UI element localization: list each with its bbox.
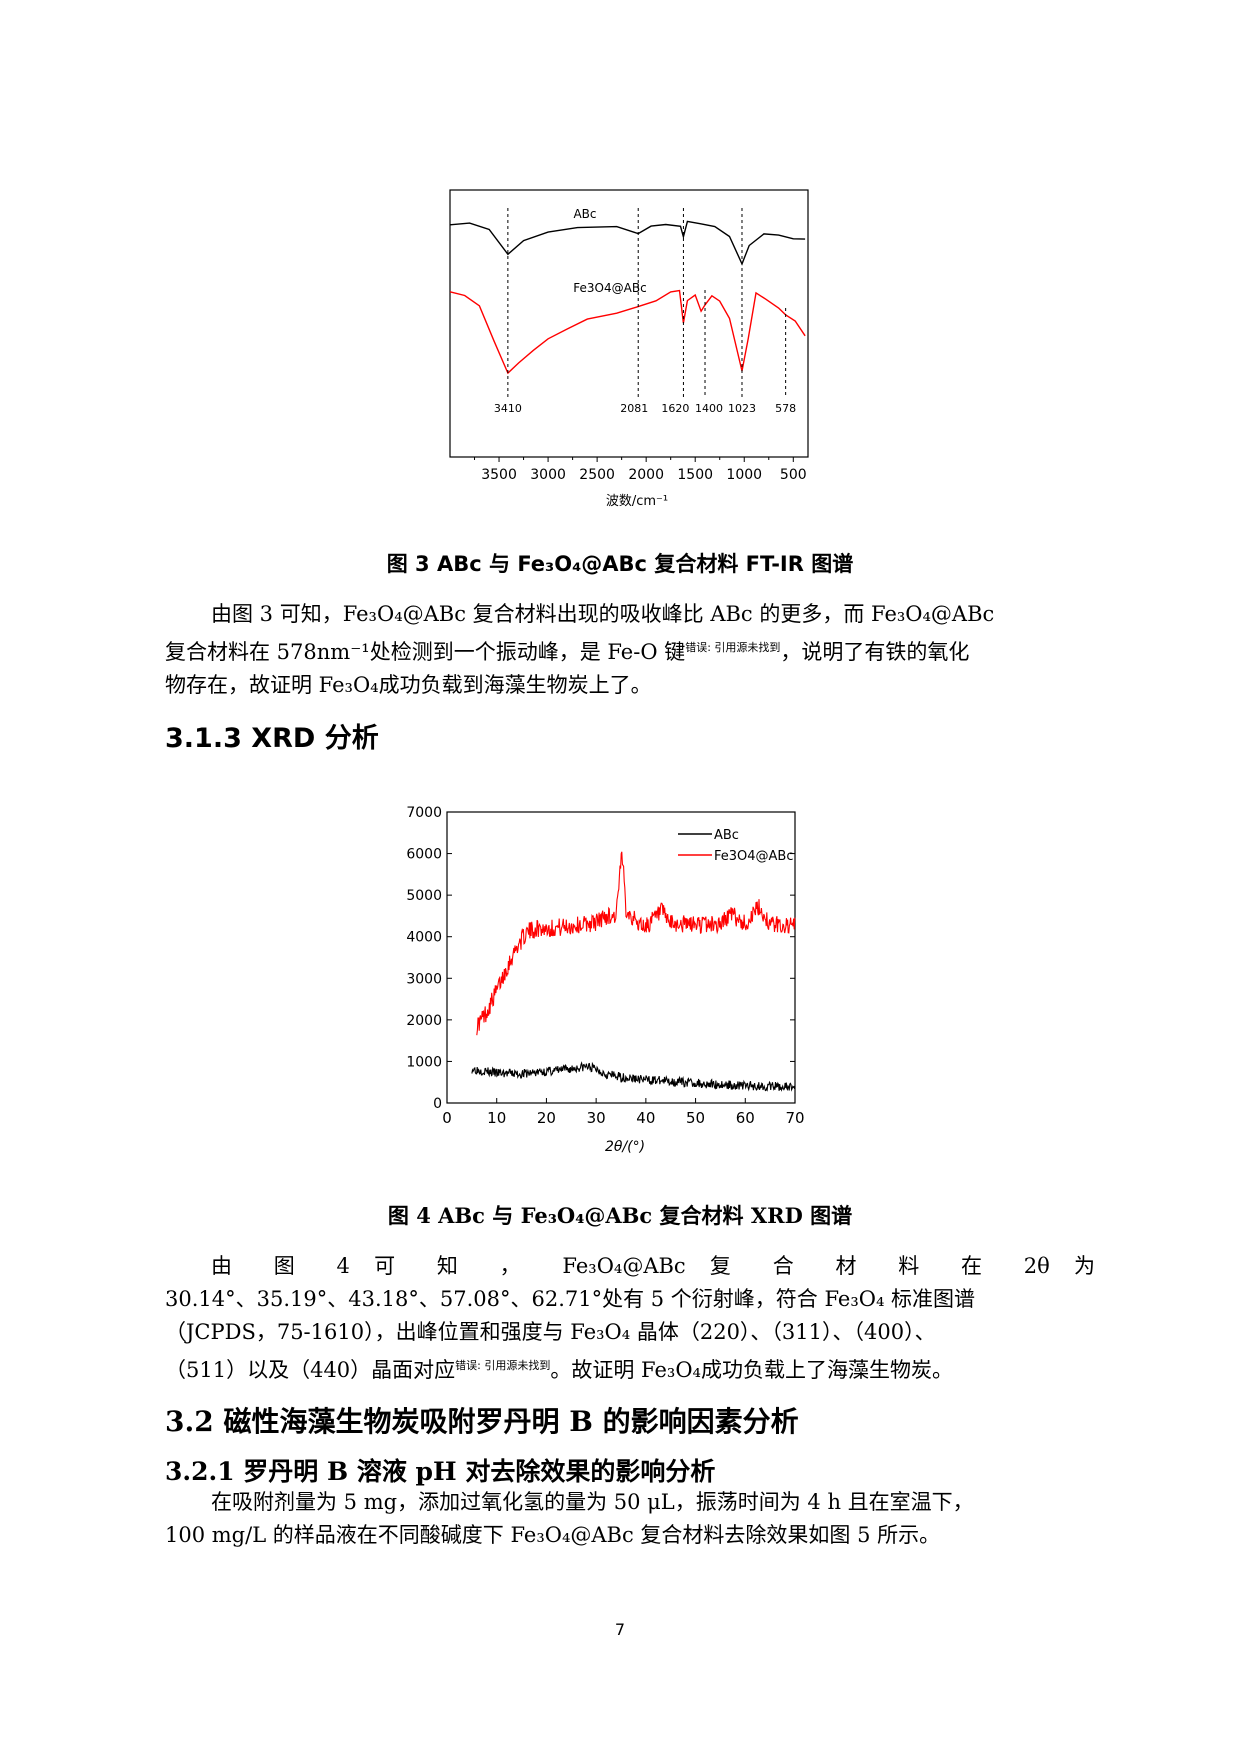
- ftir-tick-label: 3000: [530, 467, 566, 483]
- heading-313: 3.1.3 XRD 分析: [165, 723, 379, 754]
- paragraph2-line4a: （511）以及（440）晶面对应: [165, 1358, 456, 1382]
- xrd-legend-label-abc: ABc: [714, 828, 739, 843]
- ftir-series-abc: [449, 220, 806, 266]
- xrd-y-tick-label: 0: [433, 1096, 442, 1112]
- ftir-x-label: 波数/cm⁻¹: [606, 494, 668, 509]
- xrd-y-tick-label: 2000: [406, 1013, 442, 1029]
- paragraph-ftir: 由图 3 可知，Fe₃O₄@ABc 复合材料出现的吸收峰比 ABc 的更多，而 …: [165, 598, 1095, 702]
- ftir-tick-label: 2000: [628, 467, 664, 483]
- page-number: 7: [614, 1620, 626, 1639]
- paragraph2-line2: 30.14°、35.19°、43.18°、57.08°、62.71°处有 5 个…: [165, 1287, 976, 1311]
- ftir-peak-label: 3410: [494, 402, 522, 415]
- ftir-peak-label: 578: [775, 402, 796, 415]
- paragraph2-line1: 由 图 4 可 知 ， Fe₃O₄@ABc 复 合 材 料 在 2θ 为: [211, 1254, 1095, 1278]
- ftir-label-abc: ABc: [573, 207, 596, 221]
- xrd-series-abc: [471, 1061, 796, 1092]
- paragraph2-line4: （511）以及（440）晶面对应错误: 引用源未找到。故证明 Fe₃O₄成功负载…: [165, 1349, 1095, 1387]
- xrd-x-tick-label: 20: [537, 1109, 556, 1127]
- citation-error-2: 错误: 引用源未找到: [455, 1359, 551, 1372]
- ftir-series-fe3o4-abc: [449, 289, 806, 375]
- paragraph2-line3: （JCPDS，75-1610），出峰位置和强度与 Fe₃O₄ 晶体（220）、（…: [165, 1320, 936, 1344]
- paragraph2-line4b: 。故证明 Fe₃O₄成功负载上了海藻生物炭。: [550, 1358, 953, 1382]
- paragraph1-line2: 复合材料在 578nm⁻¹处检测到一个振动峰，是 Fe-O 键错误: 引用源未找…: [165, 631, 1095, 669]
- ftir-peak-label: 1620: [661, 402, 689, 415]
- xrd-x-tick-label: 0: [442, 1109, 452, 1127]
- ftir-tick-label: 500: [780, 467, 807, 483]
- xrd-y-tick-label: 6000: [406, 847, 442, 863]
- ftir-tick-label: 1000: [726, 467, 762, 483]
- xrd-x-tick-label: 50: [686, 1109, 705, 1127]
- ftir-peak-label: 1023: [728, 402, 756, 415]
- paragraph1-line2a: 复合材料在 578nm⁻¹处检测到一个振动峰，是 Fe-O 键: [165, 640, 686, 664]
- heading-321: 3.2.1 罗丹明 B 溶液 pH 对去除效果的影响分析: [165, 1457, 716, 1486]
- figure4-caption: 图 4 ABc 与 Fe₃O₄@ABc 复合材料 XRD 图谱: [387, 1203, 853, 1228]
- paragraph3-line1: 在吸附剂量为 5 mg，添加过氧化氢的量为 50 μL，振荡时间为 4 h 且在…: [211, 1490, 974, 1514]
- ftir-label-fe3o4-abc: Fe3O4@ABc: [573, 281, 646, 295]
- xrd-y-tick-label: 4000: [406, 930, 442, 946]
- ftir-peak-label: 2081: [620, 402, 648, 415]
- ftir-peak-label: 1400: [695, 402, 723, 415]
- xrd-y-tick-label: 7000: [406, 805, 442, 821]
- heading-32: 3.2 磁性海藻生物炭吸附罗丹明 B 的影响因素分析: [165, 1405, 799, 1438]
- xrd-x-tick-label: 30: [587, 1109, 606, 1127]
- ftir-tick-label: 1500: [677, 467, 713, 483]
- paragraph3-line2: 100 mg/L 的样品液在不同酸碱度下 Fe₃O₄@ABc 复合材料去除效果如…: [165, 1523, 941, 1547]
- xrd-legend-label-fe3o4-abc: Fe3O4@ABc: [714, 849, 794, 864]
- paragraph1-line3: 物存在，故证明 Fe₃O₄成功负载到海藻生物炭上了。: [165, 673, 652, 697]
- citation-error: 错误: 引用源未找到: [685, 641, 781, 654]
- xrd-series-fe3o4-abc: [476, 851, 796, 1036]
- figure3-caption: 图 3 ABc 与 Fe₃O₄@ABc 复合材料 FT-IR 图谱: [386, 552, 854, 576]
- xrd-x-tick-label: 60: [736, 1109, 755, 1127]
- paragraph1-line1: 由图 3 可知，Fe₃O₄@ABc 复合材料出现的吸收峰比 ABc 的更多，而 …: [211, 602, 995, 626]
- ftir-tick-label: 2500: [579, 467, 615, 483]
- xrd-x-label: 2θ/(°): [605, 1139, 645, 1155]
- xrd-x-tick-label: 70: [785, 1109, 804, 1127]
- paragraph-ph: 在吸附剂量为 5 mg，添加过氧化氢的量为 50 μL，振荡时间为 4 h 且在…: [165, 1486, 1095, 1552]
- xrd-x-tick-label: 40: [636, 1109, 655, 1127]
- xrd-y-tick-label: 5000: [406, 888, 442, 904]
- ftir-tick-label: 3500: [481, 467, 517, 483]
- xrd-frame: [446, 811, 796, 1104]
- paragraph1-line2b: ，说明了有铁的氧化: [780, 640, 970, 664]
- ftir-frame: [449, 189, 809, 458]
- xrd-x-tick-label: 10: [487, 1109, 506, 1127]
- xrd-y-tick-label: 1000: [406, 1054, 442, 1070]
- paragraph-xrd: 由 图 4 可 知 ， Fe₃O₄@ABc 复 合 材 料 在 2θ 为 30.…: [165, 1250, 1095, 1387]
- xrd-y-tick-label: 3000: [406, 971, 442, 987]
